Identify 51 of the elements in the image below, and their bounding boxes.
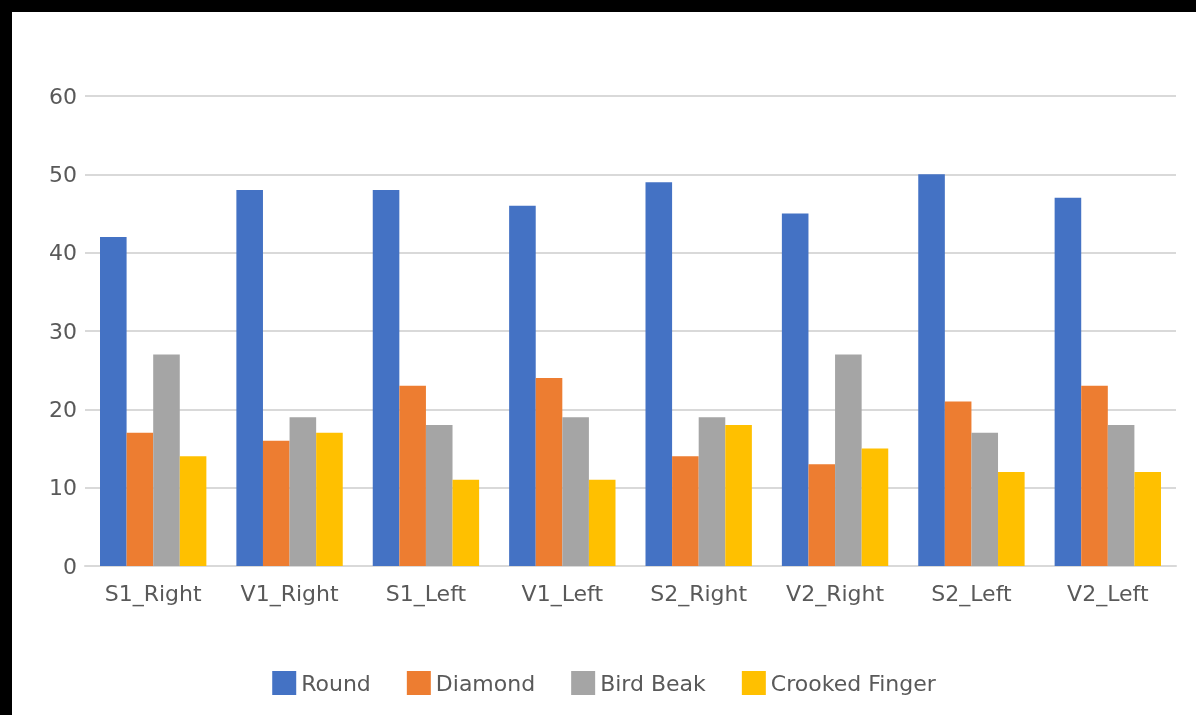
x-tick-label: V1_Left [521,580,604,607]
bar [588,479,616,566]
bar [452,479,480,566]
bar [698,417,726,566]
legend-label: Round [301,670,371,696]
bar [672,456,699,566]
bar [562,417,589,566]
bar [126,432,154,566]
bar [262,440,290,566]
bar [971,432,999,566]
bar [725,425,752,566]
x-tick-label: V2_Left [1067,580,1149,607]
bar [781,213,809,566]
bar [425,425,453,566]
y-tick-label: 0 [63,553,77,579]
bar [918,174,945,566]
bar [1054,197,1082,566]
x-tick-label: V1_Right [240,580,339,607]
legend-label: Crooked Finger [770,670,937,696]
y-tick-label: 60 [49,83,77,109]
y-tick-label: 40 [49,240,77,266]
y-tick-label: 50 [49,161,77,187]
x-tick-label: V2_Right [786,580,885,607]
bar [1134,472,1161,566]
bar [944,401,972,566]
y-tick-label: 10 [49,475,77,501]
legend-label: Bird Beak [600,670,707,696]
bar [509,205,536,566]
bar [835,354,862,566]
bar [1081,385,1108,566]
bar [645,182,673,566]
bar [861,448,889,566]
bar [535,378,563,566]
bar [100,237,127,566]
x-tick-label: S2_Right [650,580,748,607]
bar [998,472,1025,566]
bar [808,464,836,566]
bar [316,432,343,566]
x-tick-label: S1_Right [104,580,202,607]
legend-label: Diamond [435,670,536,696]
bar [372,190,400,566]
y-tick-label: 20 [49,396,77,422]
bar [236,190,263,566]
y-tick-label: 30 [49,318,77,344]
bar [399,385,426,566]
bar [179,456,207,566]
x-tick-label: S1_Left [385,580,467,607]
bar [1107,425,1135,566]
bar [289,417,317,566]
bar [153,354,180,566]
x-tick-label: S2_Left [931,580,1012,607]
